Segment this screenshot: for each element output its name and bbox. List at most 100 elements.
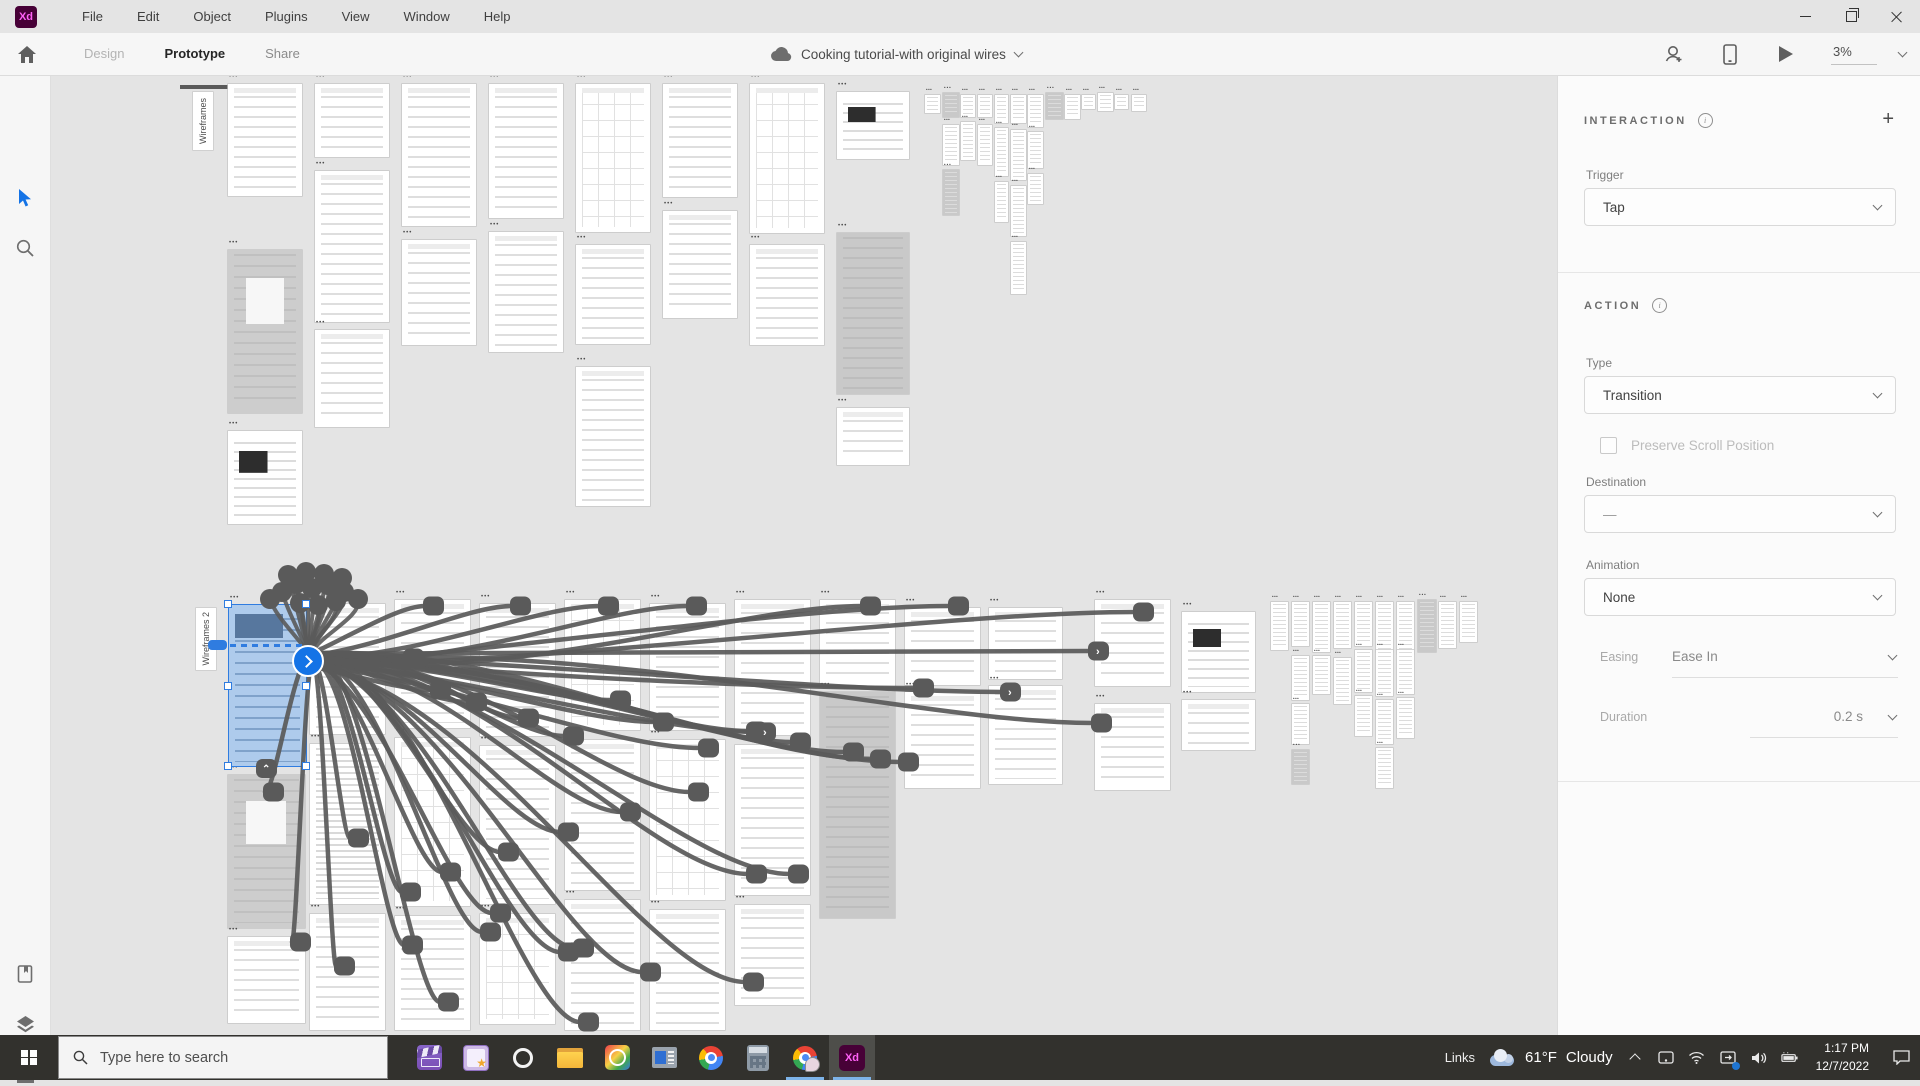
artboard[interactable] bbox=[1313, 595, 1330, 652]
artboard[interactable] bbox=[395, 906, 470, 1030]
artboard[interactable] bbox=[315, 74, 389, 157]
taskbar-app-chrome-profile[interactable] bbox=[782, 1035, 828, 1080]
artboard[interactable] bbox=[961, 115, 975, 160]
artboard[interactable] bbox=[837, 398, 909, 465]
artboard[interactable] bbox=[1376, 595, 1393, 652]
menu-help[interactable]: Help bbox=[483, 9, 511, 24]
start-button[interactable] bbox=[0, 1035, 58, 1080]
artboard[interactable] bbox=[395, 728, 470, 906]
artboard[interactable] bbox=[565, 890, 640, 1030]
artboard[interactable] bbox=[663, 74, 737, 197]
artboard[interactable] bbox=[315, 161, 389, 322]
taskbar-clock[interactable]: 1:17 PM 12/7/2022 bbox=[1816, 1040, 1869, 1075]
artboard[interactable] bbox=[1397, 691, 1414, 738]
artboard[interactable] bbox=[663, 201, 737, 318]
menu-file[interactable]: File bbox=[82, 9, 103, 24]
artboard[interactable] bbox=[228, 765, 305, 928]
artboard[interactable] bbox=[905, 682, 980, 788]
artboard[interactable] bbox=[1065, 88, 1080, 119]
wire-origin-handle[interactable] bbox=[208, 640, 227, 650]
taskbar-app-opera[interactable] bbox=[500, 1035, 546, 1080]
mobile-preview-button[interactable] bbox=[1719, 43, 1741, 65]
animation-dropdown[interactable]: None bbox=[1584, 578, 1896, 616]
action-center-button[interactable] bbox=[1890, 1049, 1912, 1067]
artboard[interactable] bbox=[1028, 167, 1043, 204]
tab-share[interactable]: Share bbox=[265, 46, 300, 61]
artboard[interactable] bbox=[1046, 86, 1063, 119]
restore-button[interactable] bbox=[1828, 0, 1874, 33]
artboard[interactable] bbox=[1115, 88, 1128, 109]
artboard[interactable] bbox=[1334, 595, 1351, 648]
tab-design[interactable]: Design bbox=[84, 46, 125, 61]
artboard[interactable] bbox=[837, 223, 909, 394]
artboard[interactable] bbox=[735, 735, 810, 895]
resize-handle[interactable] bbox=[224, 600, 232, 608]
artboard[interactable] bbox=[1292, 743, 1309, 784]
zoom-control[interactable]: 3% bbox=[1831, 44, 1908, 65]
taskbar-app-movie-maker[interactable] bbox=[406, 1035, 452, 1080]
artboard[interactable] bbox=[565, 590, 640, 730]
taskbar-app-creative-cloud[interactable] bbox=[594, 1035, 640, 1080]
artboard[interactable] bbox=[480, 594, 555, 736]
assets-panel-button[interactable] bbox=[14, 963, 36, 985]
easing-row[interactable]: Easing Ease In bbox=[1600, 649, 1898, 664]
taskbar-search[interactable]: Type here to search bbox=[58, 1036, 388, 1079]
taskbar-app-photos[interactable] bbox=[453, 1035, 499, 1080]
artboard[interactable] bbox=[1439, 595, 1456, 648]
resize-handle[interactable] bbox=[302, 600, 310, 608]
artboard[interactable] bbox=[820, 590, 895, 686]
artboard[interactable] bbox=[310, 734, 385, 904]
artboard[interactable] bbox=[576, 74, 650, 232]
artboard[interactable] bbox=[995, 121, 1008, 176]
artboard[interactable] bbox=[480, 736, 555, 904]
trigger-dropdown[interactable]: Tap bbox=[1584, 188, 1896, 226]
add-interaction-button[interactable]: + bbox=[1882, 108, 1894, 130]
section-label-wireframes[interactable]: Wireframes bbox=[193, 92, 213, 150]
desktop-preview-button[interactable] bbox=[1775, 43, 1797, 65]
minimize-button[interactable] bbox=[1782, 0, 1828, 33]
artboard[interactable] bbox=[943, 163, 959, 215]
resize-handle[interactable] bbox=[224, 762, 232, 770]
artboard[interactable] bbox=[1095, 590, 1170, 686]
menu-edit[interactable]: Edit bbox=[136, 9, 160, 24]
taskbar-app-desktop-window[interactable] bbox=[641, 1035, 687, 1080]
artboard[interactable] bbox=[820, 682, 895, 918]
taskbar-app-adobe-xd[interactable]: Xd bbox=[829, 1035, 875, 1080]
tray-show-hidden-icons[interactable] bbox=[1626, 1049, 1644, 1067]
artboard[interactable] bbox=[228, 421, 302, 524]
artboard[interactable] bbox=[1334, 651, 1351, 704]
artboard[interactable] bbox=[310, 904, 385, 1030]
artboard[interactable] bbox=[402, 74, 476, 226]
artboard[interactable] bbox=[1098, 86, 1113, 111]
home-button[interactable] bbox=[14, 41, 40, 67]
artboard[interactable] bbox=[1011, 123, 1026, 180]
artboard[interactable] bbox=[650, 900, 725, 1030]
artboard[interactable] bbox=[1182, 602, 1255, 692]
info-icon[interactable]: i bbox=[1697, 113, 1713, 128]
artboard[interactable] bbox=[1397, 643, 1414, 694]
artboard[interactable] bbox=[1292, 649, 1309, 700]
artboard[interactable] bbox=[1132, 88, 1146, 111]
menu-object[interactable]: Object bbox=[193, 9, 231, 24]
artboard[interactable] bbox=[1028, 88, 1043, 127]
artboard[interactable] bbox=[1292, 595, 1309, 646]
tray-wifi-button[interactable] bbox=[1688, 1049, 1706, 1067]
close-button[interactable] bbox=[1874, 0, 1920, 33]
artboard[interactable] bbox=[1376, 693, 1393, 744]
artboard[interactable] bbox=[735, 895, 810, 1005]
tray-sync-button[interactable] bbox=[1719, 1049, 1740, 1070]
duration-row[interactable]: Duration 0.2 s bbox=[1600, 709, 1898, 724]
artboard-selected[interactable] bbox=[228, 595, 307, 767]
artboard[interactable] bbox=[315, 320, 389, 427]
artboard[interactable] bbox=[961, 88, 975, 117]
artboard[interactable] bbox=[1355, 689, 1372, 736]
artboard[interactable] bbox=[1082, 88, 1095, 109]
artboard[interactable] bbox=[1397, 595, 1414, 654]
artboard[interactable] bbox=[905, 598, 980, 685]
section-label-wireframes-2[interactable]: Wireframes 2 bbox=[196, 608, 216, 670]
artboard[interactable] bbox=[565, 730, 640, 890]
artboard[interactable] bbox=[1095, 694, 1170, 790]
links-toolbar-label[interactable]: Links bbox=[1444, 1050, 1476, 1065]
artboard[interactable] bbox=[750, 74, 824, 233]
artboard[interactable] bbox=[1376, 741, 1393, 788]
